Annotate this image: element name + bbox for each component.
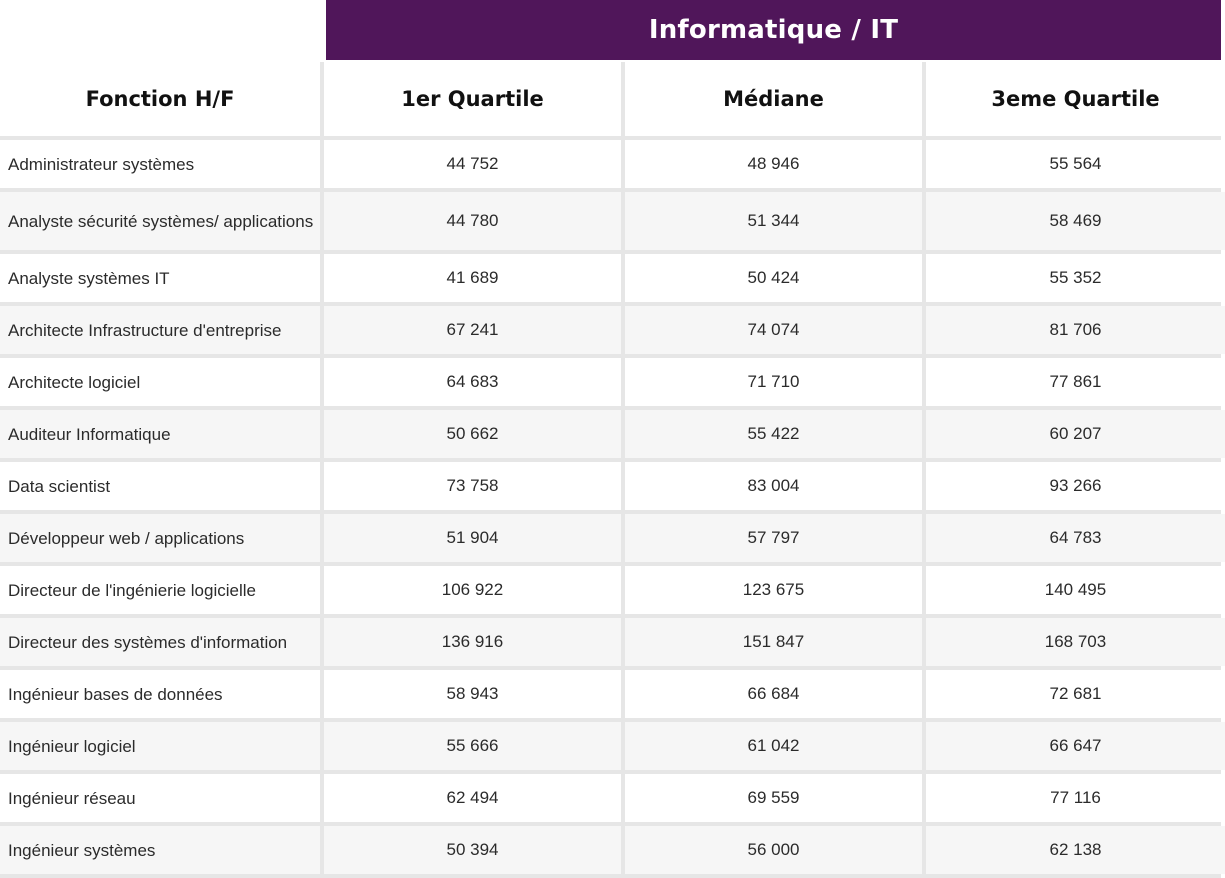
table-row-median: 83 004 bbox=[625, 462, 922, 510]
table-row-median: 55 422 bbox=[625, 410, 922, 458]
table-row-q1: 51 904 bbox=[324, 514, 621, 562]
table-row-q3: 168 703 bbox=[926, 618, 1225, 666]
table-row-q1: 62 494 bbox=[324, 774, 621, 822]
table-row-median: 48 946 bbox=[625, 140, 922, 188]
table-row-median: 61 042 bbox=[625, 722, 922, 770]
table-row-q3: 72 681 bbox=[926, 670, 1225, 718]
table-row-q3: 77 116 bbox=[926, 774, 1225, 822]
table-row-fonction: Ingénieur logiciel bbox=[0, 722, 320, 770]
table-row-q3: 62 138 bbox=[926, 826, 1225, 874]
table-row-median: 71 710 bbox=[625, 358, 922, 406]
table-row-median: 56 000 bbox=[625, 826, 922, 874]
table-row-fonction: Directeur de l'ingénierie logicielle bbox=[0, 566, 320, 614]
table-row-fonction: Data scientist bbox=[0, 462, 320, 510]
table-row-q3: 60 207 bbox=[926, 410, 1225, 458]
table-row-q1: 50 394 bbox=[324, 826, 621, 874]
table-row-q3: 140 495 bbox=[926, 566, 1225, 614]
table-row-q1: 44 780 bbox=[324, 192, 621, 250]
table-row-fonction: Ingénieur bases de données bbox=[0, 670, 320, 718]
table-banner-title: Informatique / IT bbox=[326, 0, 1221, 60]
column-header-q3: 3eme Quartile bbox=[926, 62, 1225, 136]
table-row-median: 57 797 bbox=[625, 514, 922, 562]
table-row-fonction: Analyste sécurité systèmes/ applications bbox=[0, 192, 320, 250]
column-header-q1: 1er Quartile bbox=[324, 62, 621, 136]
table-row-q3: 58 469 bbox=[926, 192, 1225, 250]
table-row-q1: 50 662 bbox=[324, 410, 621, 458]
table-row-fonction: Architecte Infrastructure d'entreprise bbox=[0, 306, 320, 354]
table-row-median: 74 074 bbox=[625, 306, 922, 354]
table-row-q1: 58 943 bbox=[324, 670, 621, 718]
table-row-q3: 77 861 bbox=[926, 358, 1225, 406]
table-row-fonction: Ingénieur systèmes bbox=[0, 826, 320, 874]
table-row-median: 69 559 bbox=[625, 774, 922, 822]
table-row-q1: 67 241 bbox=[324, 306, 621, 354]
table-row-median: 151 847 bbox=[625, 618, 922, 666]
table-row-q1: 136 916 bbox=[324, 618, 621, 666]
table-row-q1: 44 752 bbox=[324, 140, 621, 188]
table-row-fonction: Administrateur systèmes bbox=[0, 140, 320, 188]
table-row-q3: 64 783 bbox=[926, 514, 1225, 562]
table-row-median: 123 675 bbox=[625, 566, 922, 614]
table-row-median: 66 684 bbox=[625, 670, 922, 718]
column-header-fonction: Fonction H/F bbox=[0, 62, 320, 136]
table-row-q3: 55 564 bbox=[926, 140, 1225, 188]
table-row-fonction: Auditeur Informatique bbox=[0, 410, 320, 458]
table-row-fonction: Développeur web / applications bbox=[0, 514, 320, 562]
table-row-q1: 55 666 bbox=[324, 722, 621, 770]
table-row-q3: 55 352 bbox=[926, 254, 1225, 302]
table-row-q3: 66 647 bbox=[926, 722, 1225, 770]
table-row-fonction: Directeur des systèmes d'information bbox=[0, 618, 320, 666]
table-row-q1: 106 922 bbox=[324, 566, 621, 614]
table-row-q3: 81 706 bbox=[926, 306, 1225, 354]
table-row-fonction: Analyste systèmes IT bbox=[0, 254, 320, 302]
column-header-median: Médiane bbox=[625, 62, 922, 136]
table-row-fonction: Architecte logiciel bbox=[0, 358, 320, 406]
table-row-fonction: Ingénieur réseau bbox=[0, 774, 320, 822]
table-row-median: 51 344 bbox=[625, 192, 922, 250]
table-row-median: 50 424 bbox=[625, 254, 922, 302]
table-row-q3: 93 266 bbox=[926, 462, 1225, 510]
salary-table: Fonction H/F 1er Quartile Médiane 3eme Q… bbox=[0, 62, 1225, 878]
table-row-q1: 41 689 bbox=[324, 254, 621, 302]
table-row-q1: 73 758 bbox=[324, 462, 621, 510]
table-row-q1: 64 683 bbox=[324, 358, 621, 406]
